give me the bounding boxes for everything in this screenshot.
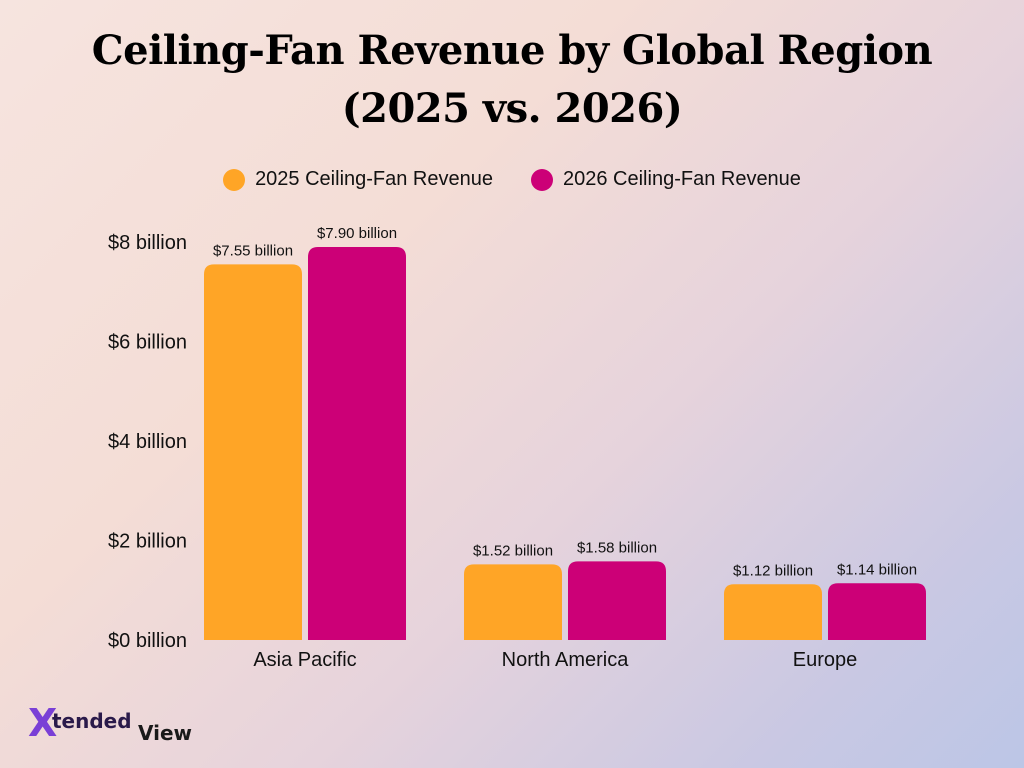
chart-title-line-1: Ceiling-Fan Revenue by Global Region xyxy=(91,27,933,74)
y-tick-label: $0 billion xyxy=(108,630,187,652)
y-tick-label: $4 billion xyxy=(108,431,187,453)
chart-title: Ceiling-Fan Revenue by Global Region (20… xyxy=(0,22,1024,138)
xtendedview-logo: X tended View xyxy=(28,702,192,745)
bar xyxy=(568,561,666,640)
bar xyxy=(724,584,822,640)
data-label: $1.12 billion xyxy=(733,562,813,579)
legend-swatch-2025 xyxy=(223,168,246,191)
data-label: $1.52 billion xyxy=(473,542,553,559)
bar xyxy=(308,246,406,640)
logo-x-mark: X xyxy=(28,702,57,745)
logo-word-view: View xyxy=(138,721,192,745)
legend-label-2025: 2025 Ceiling-Fan Revenue xyxy=(255,168,493,190)
y-tick-label: $8 billion xyxy=(108,232,187,254)
x-tick-label: Europe xyxy=(793,649,858,671)
bar xyxy=(464,564,562,640)
chart-legend: 2025 Ceiling-Fan Revenue 2026 Ceiling-Fa… xyxy=(0,168,1024,191)
legend-swatch-2026 xyxy=(531,168,553,191)
x-tick-label: North America xyxy=(502,649,630,671)
y-tick-label: $2 billion xyxy=(108,531,187,553)
y-tick-label: $6 billion xyxy=(108,332,187,354)
bar xyxy=(204,264,302,640)
chart-title-line-2: (2025 vs. 2026) xyxy=(341,85,683,132)
x-tick-label: Asia Pacific xyxy=(253,649,356,671)
data-label: $1.14 billion xyxy=(837,561,917,578)
data-label: $7.55 billion xyxy=(213,242,293,259)
legend-label-2026: 2026 Ceiling-Fan Revenue xyxy=(563,168,801,190)
data-label: $1.58 billion xyxy=(577,539,657,556)
data-label: $7.90 billion xyxy=(317,225,397,242)
legend-item-2025: 2025 Ceiling-Fan Revenue xyxy=(223,168,493,191)
logo-word-tended: tended xyxy=(52,709,132,733)
legend-item-2026: 2026 Ceiling-Fan Revenue xyxy=(531,168,801,191)
bar xyxy=(828,583,926,640)
